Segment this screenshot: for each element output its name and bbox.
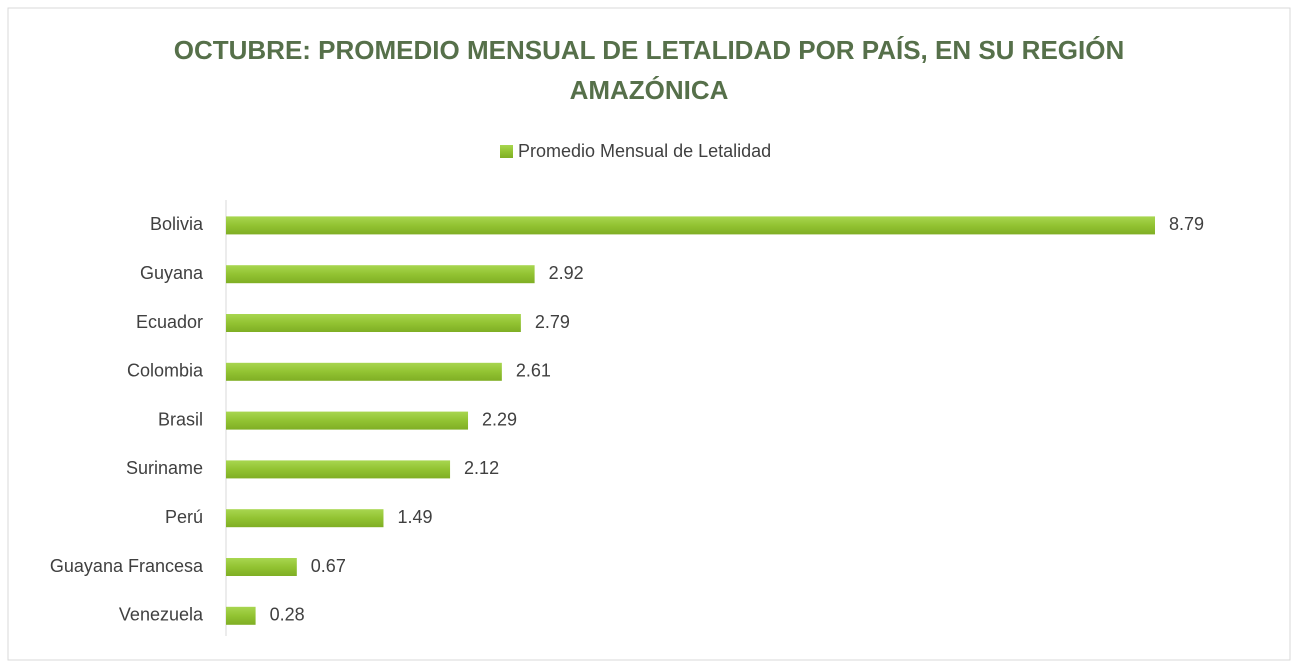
data-label: 2.79 — [535, 312, 570, 332]
y-tick-label: Bolivia — [150, 214, 204, 234]
bar — [226, 558, 297, 576]
legend-label: Promedio Mensual de Letalidad — [518, 141, 771, 161]
bar — [226, 460, 451, 479]
chart-title: OCTUBRE: PROMEDIO MENSUAL DE LETALIDAD P… — [173, 35, 1125, 105]
bar — [226, 509, 384, 528]
bar — [226, 606, 256, 625]
data-label: 0.67 — [311, 556, 346, 576]
data-label: 2.29 — [482, 409, 517, 429]
bar — [226, 216, 1155, 235]
y-tick-label: Ecuador — [136, 312, 203, 332]
data-label: 2.92 — [549, 263, 584, 283]
data-label: 1.49 — [397, 507, 432, 527]
y-tick-label: Colombia — [127, 361, 204, 381]
chart-border — [7, 7, 1291, 661]
y-tick-label: Venezuela — [119, 605, 204, 625]
bar — [226, 362, 502, 381]
legend-swatch — [500, 145, 513, 158]
bar — [226, 411, 469, 430]
data-label: 0.28 — [270, 605, 305, 625]
y-tick-label: Perú — [165, 507, 203, 527]
y-tick-label: Suriname — [126, 458, 203, 478]
data-label: 2.12 — [464, 458, 499, 478]
y-tick-label: Brasil — [158, 409, 203, 429]
data-label: 8.79 — [1169, 214, 1204, 234]
data-label: 2.61 — [516, 361, 551, 381]
bar — [226, 314, 521, 332]
bar — [226, 265, 535, 284]
y-tick-label: Guyana — [140, 263, 204, 283]
y-tick-label: Guayana Francesa — [50, 556, 204, 576]
